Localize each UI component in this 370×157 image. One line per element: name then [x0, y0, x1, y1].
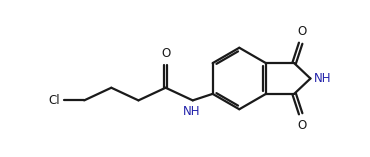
Text: O: O — [297, 25, 306, 38]
Text: O: O — [161, 47, 170, 60]
Text: NH: NH — [314, 72, 332, 85]
Text: Cl: Cl — [48, 94, 60, 107]
Text: O: O — [297, 119, 306, 132]
Text: NH: NH — [182, 105, 200, 118]
